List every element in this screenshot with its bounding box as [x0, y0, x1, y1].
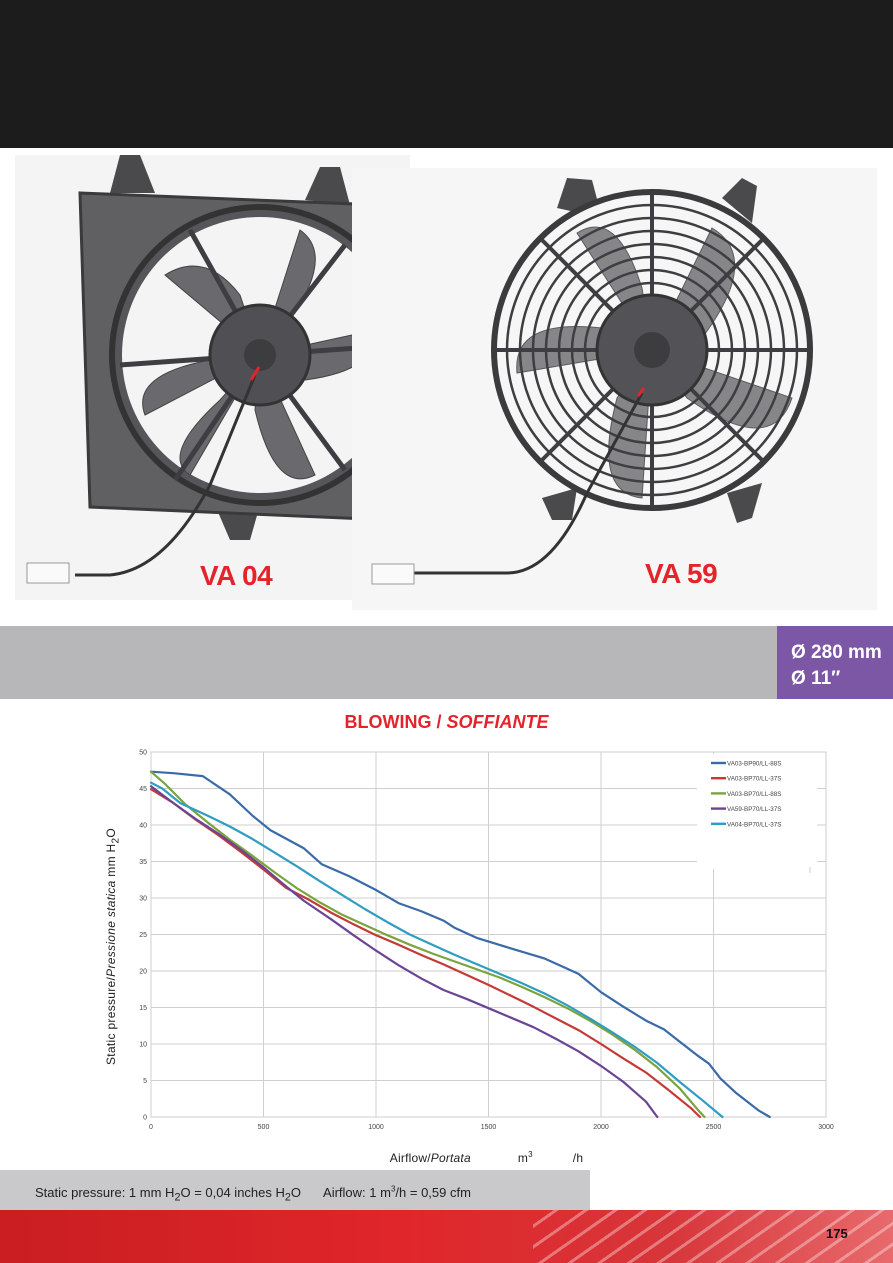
x-tick-label: 500	[258, 1124, 270, 1131]
y-tick-label: 5	[143, 1078, 147, 1085]
y-tick-label: 15	[139, 1005, 147, 1012]
footer-band	[0, 1210, 893, 1263]
series-line-4	[149, 785, 659, 1119]
airflow-conversion: Airflow: 1 m3/h = 0,59 cfm	[323, 1185, 471, 1200]
y-tick-label: 20	[139, 969, 147, 976]
y-tick-label: 25	[139, 932, 147, 939]
y-axis-label-sub: 2	[110, 837, 122, 844]
model-label-va59: VA 59	[645, 558, 718, 589]
chart-legend: VA03-BP90/LL-88S VA03-BP70/LL-37S VA03-BP7…	[697, 754, 817, 873]
series-line-2	[149, 788, 702, 1119]
fan-image-va04	[26, 155, 410, 584]
x-axis-label-italic: Portata	[430, 1151, 471, 1165]
y-tick-label: 10	[139, 1042, 147, 1049]
y-tick-label: 50	[139, 750, 147, 757]
y-axis-label-unit: mm H	[104, 843, 118, 881]
y-axis-label-unit-end: O	[104, 828, 118, 838]
legend-label-1: VA03-BP90/LL-88S	[727, 761, 782, 768]
y-axis-label-italic: Pressione statica	[104, 880, 118, 977]
legend-box	[697, 754, 817, 869]
page-number: 175	[826, 1226, 848, 1241]
section-band	[0, 626, 777, 699]
chart-title-italic: SOFFIANTE	[446, 712, 549, 732]
chart-series	[149, 770, 771, 1119]
x-tick-label: 3000	[818, 1124, 834, 1131]
chart-title: BLOWING / SOFFIANTE	[0, 712, 893, 733]
y-tick-label: 35	[139, 859, 147, 866]
pressure-conversion: Static pressure: 1 mm H2O = 0,04 inches …	[35, 1185, 302, 1204]
y-tick-label: 30	[139, 896, 147, 903]
series-line-3	[149, 770, 706, 1119]
airflow-conversion-b: /h = 0,59 cfm	[395, 1185, 471, 1201]
product-photo-va04	[15, 155, 410, 600]
y-tick-label: 45	[139, 786, 147, 793]
legend-label-3: VA03-BP70/LL-88S	[727, 791, 782, 798]
y-tick-label: 40	[139, 823, 147, 830]
pressure-conversion-sub2: 2	[284, 1191, 291, 1204]
model-label-va04: VA 04	[200, 560, 273, 591]
diameter-mm: Ø 280 mm	[791, 642, 882, 663]
series-line-5	[149, 781, 724, 1119]
product-photo-va59	[352, 168, 877, 610]
x-tick-label: 2500	[706, 1124, 722, 1131]
legend-label-5: VA04-BP70/LL-37S	[727, 821, 782, 828]
diameter-inch: Ø 11″	[791, 668, 841, 689]
x-tick-label: 0	[149, 1124, 153, 1131]
y-tick-label: 0	[143, 1115, 147, 1122]
legend-label-2: VA03-BP70/LL-37S	[727, 776, 782, 783]
airflow-conversion-a: Airflow: 1 m	[323, 1185, 391, 1201]
x-tick-label: 1000	[368, 1124, 384, 1131]
pressure-conversion-a: Static pressure: 1 mm H	[35, 1185, 175, 1201]
pressure-conversion-b: O = 0,04 inches H	[180, 1185, 285, 1201]
pressure-conversion-sub1: 2	[174, 1191, 181, 1204]
chart-title-main: BLOWING /	[344, 712, 447, 732]
airflow-conversion-sup: 3	[390, 1185, 396, 1194]
fan-image-va59	[371, 178, 813, 585]
legend-label-4: VA59-BP70/LL-37S	[727, 806, 782, 813]
pressure-conversion-c: O	[290, 1185, 302, 1201]
size-badge: Ø 280 mm Ø 11″	[777, 626, 893, 699]
conversion-note: Static pressure: 1 mm H2O = 0,04 inches …	[35, 1185, 471, 1204]
x-tick-label: 2000	[593, 1124, 609, 1131]
x-axis-label-unit-end: /h	[572, 1151, 584, 1165]
y-axis-label-main: Static pressure/	[104, 976, 118, 1065]
x-axis-label: Airflow/Portata m3/h	[0, 1150, 893, 1165]
footer-stripes	[533, 1210, 893, 1263]
x-tick-label: 1500	[481, 1124, 497, 1131]
y-axis-label: Static pressure/Pressione statica mm H2O	[104, 828, 121, 1065]
series-line-1	[149, 770, 771, 1119]
x-axis-label-main: Airflow/	[389, 1151, 431, 1165]
conversion-band	[0, 1170, 590, 1210]
header-bar	[0, 0, 893, 148]
x-axis-label-sup: 3	[528, 1150, 533, 1159]
x-axis-label-unit: m	[517, 1151, 529, 1165]
